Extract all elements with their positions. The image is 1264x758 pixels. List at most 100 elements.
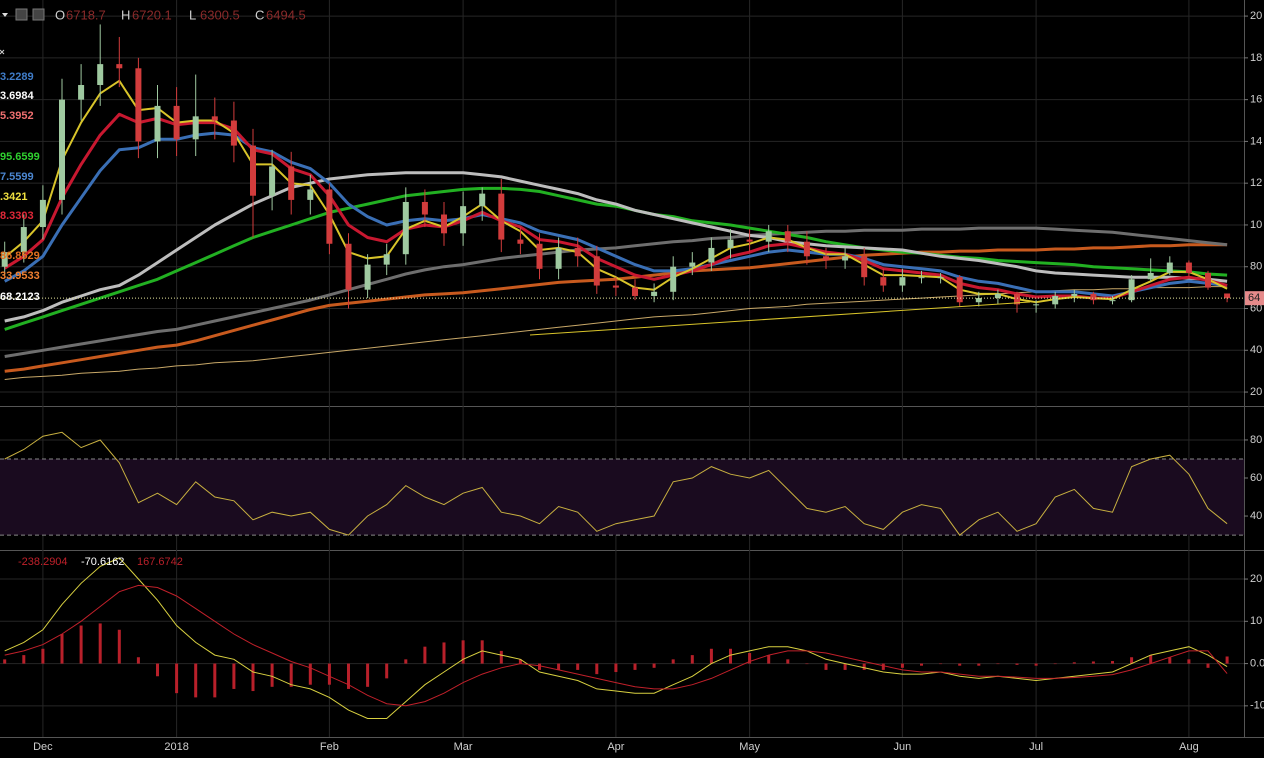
histogram-bar (156, 663, 159, 677)
histogram-bar (1072, 662, 1076, 664)
histogram-bar (60, 633, 64, 664)
candle-body (746, 239, 753, 242)
candle-body (937, 277, 944, 279)
legend-entry: 5.3952 (0, 110, 34, 122)
histogram-bar (557, 663, 561, 670)
histogram-bar (729, 648, 732, 664)
candle-body (116, 64, 123, 69)
histogram-bar (404, 659, 408, 664)
candle-body (1147, 272, 1154, 280)
candle-body (593, 256, 600, 286)
histogram-bar (251, 663, 255, 692)
candle-body (1, 252, 8, 267)
y-tick-label: 16 (1250, 94, 1262, 106)
y-tick-label: 40 (1250, 344, 1262, 356)
macd-legend: -238.2904 (18, 556, 68, 568)
histogram-bar (22, 655, 26, 664)
moving-average (4, 286, 1228, 380)
menu-arrow[interactable] (2, 13, 8, 17)
x-tick-label: May (739, 741, 760, 753)
candle-body (842, 256, 849, 261)
histogram-bar (824, 663, 828, 670)
histogram-bar (79, 625, 83, 664)
candle-body (97, 64, 104, 86)
candle-body (880, 277, 887, 286)
marks (0, 24, 1244, 719)
moving-average (3, 112, 1228, 300)
candle-body (555, 247, 562, 269)
candle-body (918, 277, 925, 279)
histogram-bar (194, 663, 198, 698)
histogram-bar (308, 663, 312, 685)
histogram-bar (614, 663, 618, 673)
candle-body (78, 85, 85, 100)
x-tick-label: Aug (1179, 741, 1199, 753)
candle-body (20, 227, 27, 253)
histogram-bar (117, 629, 121, 664)
moving-average (4, 226, 1228, 358)
histogram-bar (1225, 656, 1229, 664)
histogram-bar (1149, 655, 1153, 664)
moving-average (3, 131, 1228, 298)
candle-body (230, 120, 237, 146)
candle-body (1033, 304, 1040, 306)
legend: 3.2289 3.6984 5.3952 95.6599 7.5599 .3421 8.33… (0, 71, 40, 303)
candle-body (1166, 262, 1173, 273)
toolbar (0, 8, 45, 55)
candle-body (517, 239, 524, 244)
candle-body (135, 68, 142, 142)
y-tick-label: 10 (1250, 219, 1262, 231)
candle-body (192, 116, 199, 140)
macd-legend: -70.6162 (81, 556, 124, 568)
candle-body (1224, 293, 1231, 299)
candle-body (269, 166, 276, 196)
settings-icon[interactable] (15, 8, 28, 21)
candle-body (402, 201, 409, 255)
histogram-bar (423, 646, 427, 664)
candle-body (823, 256, 829, 261)
close-icon[interactable] (32, 8, 45, 21)
legend-entry: 3.6984 (0, 90, 35, 102)
histogram-bar (1168, 657, 1172, 664)
histogram-bar (786, 659, 790, 664)
macd-line (4, 584, 1228, 707)
histogram-bar (461, 640, 465, 664)
candle-body (536, 243, 543, 269)
ohlc-key: C (255, 7, 264, 22)
collapse-icon[interactable] (0, 49, 5, 55)
histogram-bar (767, 655, 771, 664)
histogram-bar (136, 657, 140, 664)
y-tick-label: 10 (1250, 615, 1262, 627)
legend-entry: 8.3303 (0, 210, 34, 222)
histogram-bar (690, 655, 694, 664)
histogram-bar (499, 650, 503, 664)
candle-body (173, 105, 180, 140)
histogram-bar (213, 663, 217, 698)
histogram-bar (805, 663, 809, 665)
histogram-bar (175, 663, 179, 694)
candle-body (1071, 293, 1078, 296)
legend-entry: 7.5599 (0, 171, 34, 183)
ohlc-header: O 6718.7 H 6720.1 L 6300.5 C 6494.5 (55, 7, 306, 22)
histogram-bar (538, 663, 541, 670)
ohlc-value: 6494.5 (266, 7, 306, 22)
x-tick-label: 2018 (164, 741, 188, 753)
candle-body (632, 287, 638, 296)
x-tick-label: Mar (454, 741, 473, 753)
histogram-bar (327, 663, 331, 685)
legend-entry: 86.8529 (0, 250, 40, 262)
grid (0, 0, 1248, 737)
candle-body (421, 201, 428, 215)
macd-legend: 167.6742 (137, 556, 183, 568)
ohlc-value: 6720.1 (132, 7, 172, 22)
candle-body (689, 262, 696, 267)
candle-body (1014, 293, 1020, 305)
y-tick-label: -10 (1250, 700, 1264, 712)
histogram-bar (939, 663, 943, 665)
candle-body (670, 266, 677, 292)
rsi-line (4, 431, 1228, 536)
x-tick-label: Apr (607, 741, 624, 753)
candle-body (250, 145, 256, 196)
histogram-bar (1091, 661, 1095, 664)
